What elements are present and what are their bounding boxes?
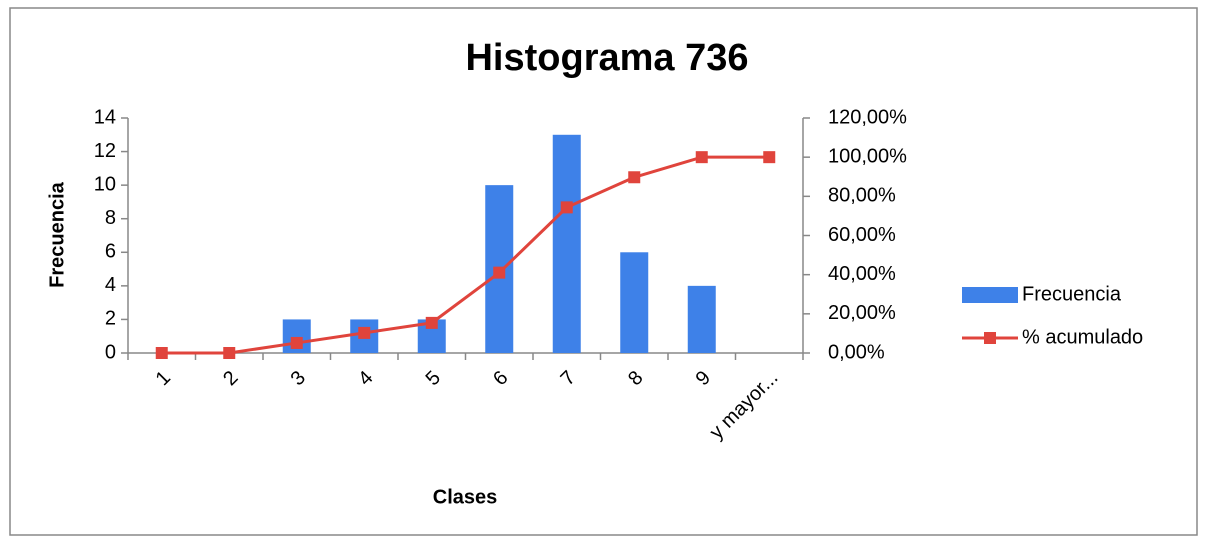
bar bbox=[552, 134, 581, 353]
bar bbox=[620, 252, 649, 353]
marker bbox=[155, 347, 168, 359]
marker bbox=[560, 201, 573, 214]
y-tick-label: 0 bbox=[105, 341, 116, 363]
marker bbox=[763, 151, 776, 164]
bar bbox=[687, 285, 716, 353]
legend-label: Frecuencia bbox=[1022, 283, 1122, 305]
legend-swatch bbox=[962, 287, 1018, 303]
y-tick-label: 6 bbox=[105, 241, 116, 263]
y2-tick-label: 0,00% bbox=[828, 341, 885, 363]
marker bbox=[493, 266, 506, 279]
x-axis-label: Clases bbox=[433, 486, 498, 508]
marker bbox=[290, 336, 303, 349]
y-tick-label: 8 bbox=[105, 207, 116, 229]
chart-border bbox=[9, 7, 1198, 536]
chart-title: Histograma 736 bbox=[465, 37, 748, 79]
y-tick-label: 12 bbox=[94, 140, 116, 162]
legend-label: % acumulado bbox=[1022, 326, 1143, 348]
y-tick-label: 14 bbox=[94, 106, 116, 128]
y2-tick-label: 20,00% bbox=[828, 302, 896, 324]
y2-tick-label: 40,00% bbox=[828, 263, 896, 285]
y-tick-label: 4 bbox=[105, 274, 116, 296]
y-axis-label: Frecuencia bbox=[46, 181, 68, 287]
y-tick-label: 2 bbox=[105, 308, 116, 330]
y-tick-label: 10 bbox=[94, 173, 116, 195]
marker bbox=[628, 171, 641, 184]
y2-tick-label: 100,00% bbox=[828, 145, 907, 167]
marker bbox=[223, 347, 236, 359]
y2-tick-label: 60,00% bbox=[828, 224, 896, 246]
marker bbox=[695, 151, 708, 164]
line bbox=[161, 155, 770, 355]
marker bbox=[358, 326, 371, 339]
y2-tick-label: 120,00% bbox=[828, 106, 907, 128]
marker bbox=[425, 316, 438, 329]
y2-tick-label: 80,00% bbox=[828, 185, 896, 207]
legend-marker bbox=[984, 332, 996, 344]
